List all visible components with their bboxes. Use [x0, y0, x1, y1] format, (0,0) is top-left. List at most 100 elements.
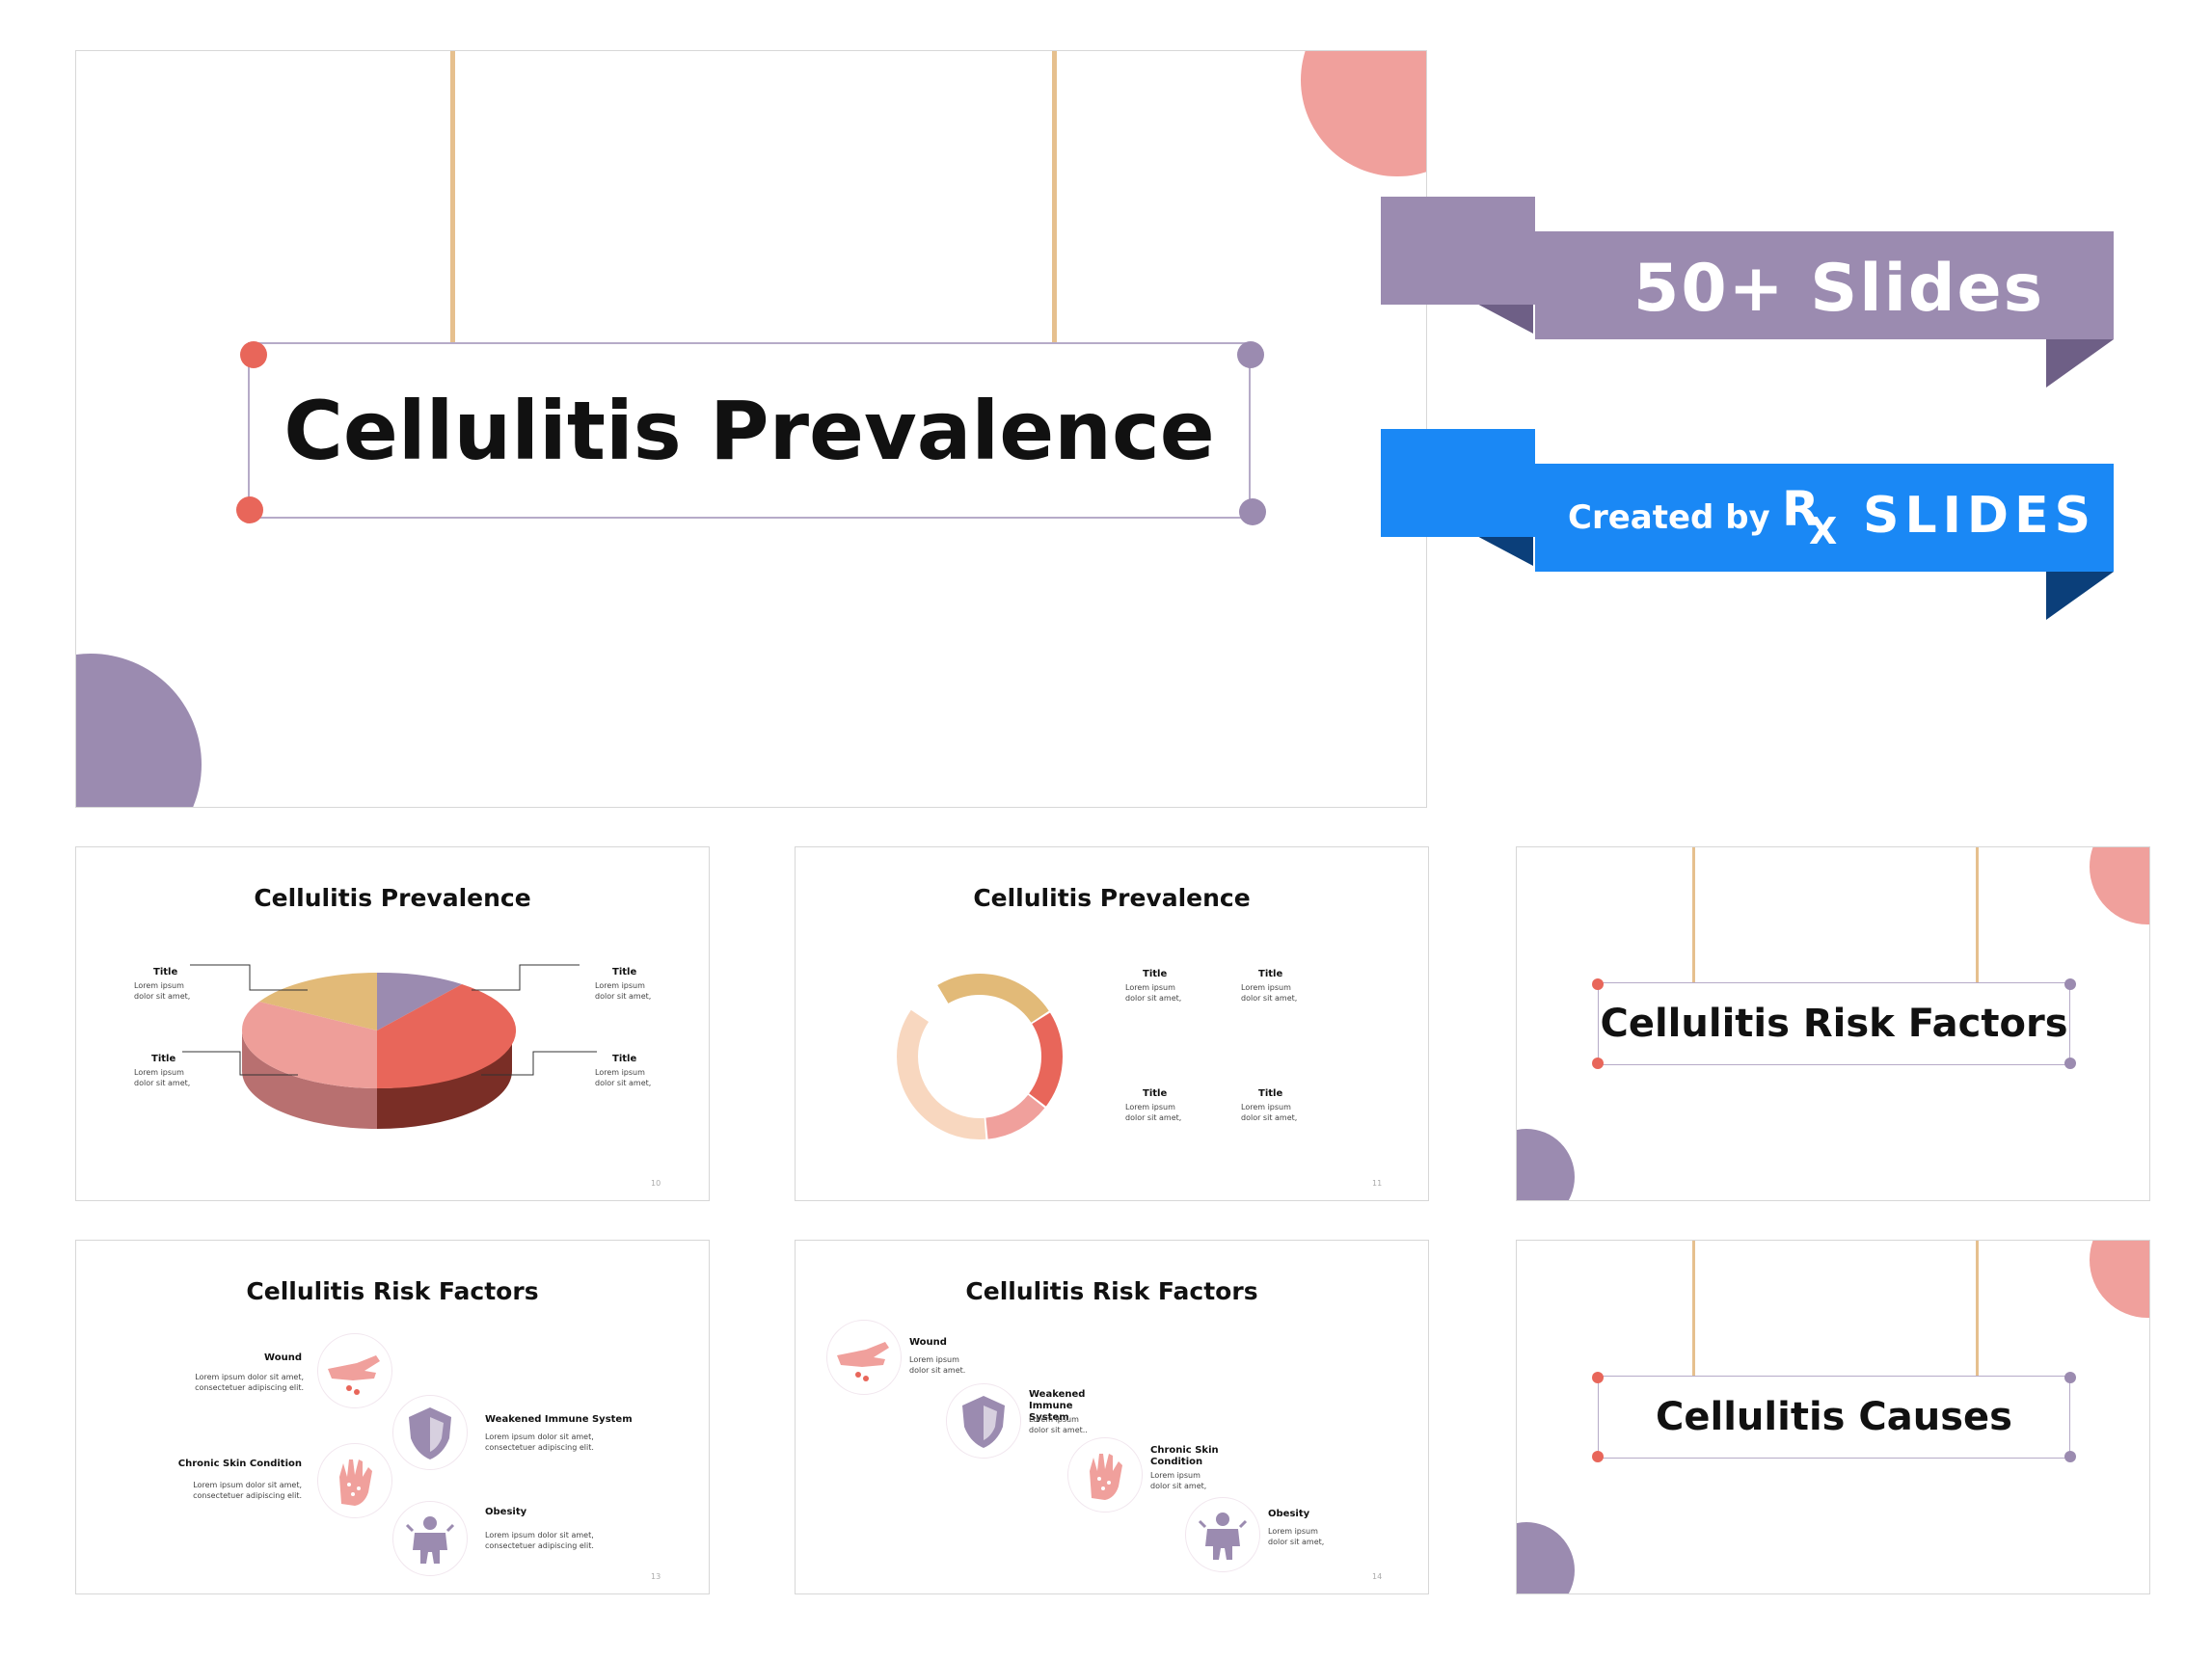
- brand-x: X: [1809, 510, 1838, 552]
- label-body: Lorem ipsum dolor sit amet,: [1241, 1103, 1298, 1122]
- brand-r: R: [1782, 481, 1820, 537]
- item-title: Wound: [909, 1337, 947, 1348]
- hanging-rope-right: [1976, 1241, 1979, 1376]
- page-number: 14: [1372, 1572, 1383, 1581]
- corner-dot-lavender: [2064, 1372, 2076, 1383]
- brand-name: SLIDES: [1863, 487, 2097, 545]
- decor-circle-salmon: [1301, 51, 1426, 176]
- ribbon-fold-dark: [2046, 572, 2114, 620]
- skin-condition-hand-icon: [1067, 1437, 1143, 1513]
- decor-circle-salmon: [2090, 847, 2149, 924]
- page-number: 10: [651, 1179, 661, 1188]
- obesity-icon: [392, 1501, 468, 1576]
- slides-count-ribbon: 50+ Slides: [1381, 197, 2181, 389]
- label-body: Lorem ipsum dolor sit amet,: [134, 1068, 191, 1087]
- main-title-box: Cellulitis Prevalence: [248, 342, 1251, 519]
- shield-icon: [392, 1395, 468, 1470]
- label-title: Title: [151, 1054, 176, 1064]
- shield-icon: [946, 1383, 1021, 1459]
- item-body: Lorem ipsum dolor sit amet.: [909, 1355, 966, 1375]
- ribbon-fold-dark: [1471, 301, 1533, 334]
- corner-dot-coral: [1592, 1058, 1604, 1069]
- thumb-risk-factors-1[interactable]: Cellulitis Risk Factors Wound Lorem ipsu…: [75, 1240, 710, 1594]
- hanging-rope-right: [1052, 51, 1057, 343]
- donut-segment-peach: [897, 974, 1063, 1139]
- ribbon-front: [1535, 464, 2114, 572]
- label-title: Title: [1143, 1088, 1168, 1099]
- hanging-rope-left: [1692, 847, 1695, 982]
- label-body: Lorem ipsum dolor sit amet,: [1241, 983, 1298, 1003]
- corner-dot-lavender: [2064, 1451, 2076, 1462]
- item-body: Lorem ipsum dolor sit amet, consectetuer…: [193, 1481, 302, 1500]
- section-title: Cellulitis Risk Factors: [1600, 1002, 2068, 1046]
- slides-count-label: 50+ Slides: [1633, 251, 2045, 327]
- hanging-rope-left: [1692, 1241, 1695, 1376]
- item-title: Chronic Skin Condition: [1150, 1445, 1219, 1467]
- decor-circle-lavender: [1517, 1129, 1575, 1200]
- section-title: Cellulitis Causes: [1656, 1395, 2012, 1439]
- hanging-rope-left: [450, 51, 455, 343]
- label-title: Title: [153, 967, 178, 977]
- pie-3d-chart: [241, 972, 517, 1129]
- label-body: Lorem ipsum dolor sit amet,: [134, 981, 191, 1001]
- decor-circle-salmon: [2090, 1241, 2149, 1318]
- skin-condition-hand-icon: [317, 1443, 392, 1518]
- wound-hand-icon: [317, 1333, 392, 1408]
- ribbon-front: [1535, 231, 2114, 339]
- thumb-section-causes[interactable]: Cellulitis Causes: [1516, 1240, 2150, 1594]
- item-title: Obesity: [1268, 1509, 1310, 1519]
- ribbon-fold-dark: [1471, 533, 1533, 566]
- item-body: Lorem ipsum dolor sit amet, consectetuer…: [485, 1531, 594, 1550]
- corner-dot-coral: [236, 496, 263, 523]
- corner-dot-coral: [1592, 1372, 1604, 1383]
- pie-slice-salmon: [241, 1002, 377, 1031]
- label-body: Lorem ipsum dolor sit amet,: [1125, 983, 1182, 1003]
- donut-segment-coral: [897, 974, 1063, 1139]
- thumb-title: Cellulitis Risk Factors: [965, 1277, 1258, 1305]
- decor-circle-lavender: [76, 654, 202, 807]
- section-title-box: Cellulitis Causes: [1598, 1376, 2070, 1459]
- main-slide-preview[interactable]: Cellulitis Prevalence: [75, 50, 1427, 808]
- obesity-icon: [1185, 1497, 1260, 1572]
- item-body: Lorem ipsum dolor sit amet..: [1029, 1415, 1088, 1434]
- rx-logo-icon: R X: [1782, 481, 1849, 552]
- pie-slice-lavender: [377, 972, 462, 1031]
- item-body: Lorem ipsum dolor sit amet,: [1268, 1527, 1325, 1546]
- hanging-rope-right: [1976, 847, 1979, 982]
- corner-dot-coral: [1592, 1451, 1604, 1462]
- page-number: 13: [651, 1572, 661, 1581]
- thumb-section-risk-factors[interactable]: Cellulitis Risk Factors: [1516, 846, 2150, 1201]
- label-title: Title: [1258, 969, 1283, 979]
- corner-dot-coral: [240, 341, 267, 368]
- label-body: Lorem ipsum dolor sit amet,: [595, 981, 652, 1001]
- page-number: 11: [1372, 1179, 1383, 1188]
- created-by-label: Created by: [1568, 498, 1770, 537]
- created-by-ribbon: Created by R X SLIDES: [1381, 429, 2181, 622]
- wound-hand-icon: [826, 1320, 902, 1395]
- section-title-box: Cellulitis Risk Factors: [1598, 982, 2070, 1065]
- corner-dot-lavender: [1239, 498, 1266, 525]
- label-body: Lorem ipsum dolor sit amet,: [1125, 1103, 1182, 1122]
- pie-slice-coral: [377, 984, 517, 1089]
- corner-dot-coral: [1592, 978, 1604, 990]
- item-title: Wound: [264, 1352, 302, 1363]
- thumb-risk-factors-2[interactable]: Cellulitis Risk Factors Wound Lorem ipsu…: [795, 1240, 1429, 1594]
- item-body: Lorem ipsum dolor sit amet, consectetuer…: [195, 1373, 304, 1392]
- ribbon-back: [1381, 197, 1535, 305]
- corner-dot-lavender: [2064, 978, 2076, 990]
- pie-slice-tan: [259, 972, 377, 1031]
- thumb-donut-chart[interactable]: Cellulitis Prevalence Title Lorem ipsum …: [795, 846, 1429, 1201]
- donut-segment-tan: [897, 974, 1063, 1139]
- main-slide-title: Cellulitis Prevalence: [283, 383, 1215, 478]
- label-title: Title: [1143, 969, 1168, 979]
- item-title: Weakened Immune System: [1029, 1389, 1086, 1423]
- item-title: Weakened Immune System: [485, 1414, 633, 1425]
- thumb-pie-chart[interactable]: Cellulitis Prevalence Title Lorem ipsum …: [75, 846, 710, 1201]
- pie-slice-salmon: [242, 1031, 377, 1088]
- decor-circle-lavender: [1517, 1522, 1575, 1593]
- donut-chart: [897, 974, 1063, 1139]
- corner-dot-lavender: [2064, 1058, 2076, 1069]
- label-body: Lorem ipsum dolor sit amet,: [595, 1068, 652, 1087]
- thumb-title: Cellulitis Prevalence: [973, 884, 1251, 912]
- leader-lines: [182, 964, 597, 1076]
